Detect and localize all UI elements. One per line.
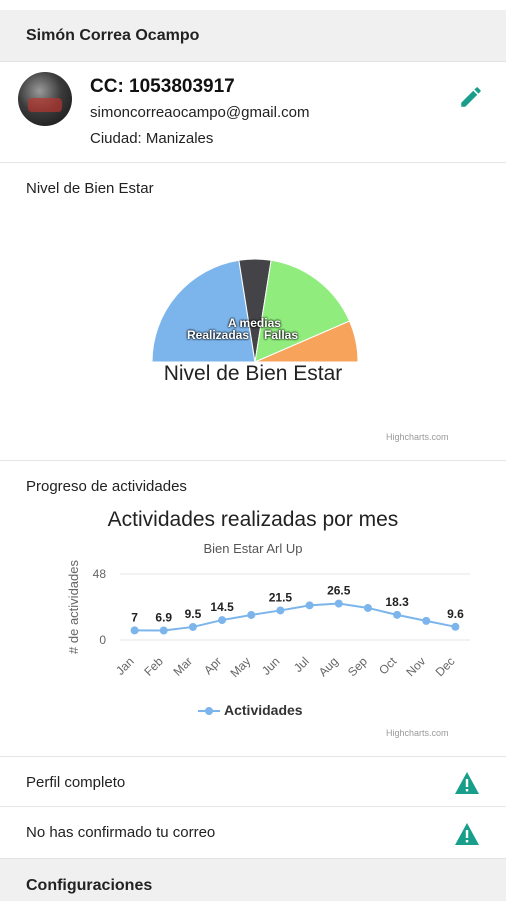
settings-title: Configuraciones <box>26 877 153 894</box>
y-axis-label: # de actividades <box>66 560 81 654</box>
x-tick-label: Sep <box>345 654 370 679</box>
activities-line-chart: 0 48 # de actividades Jan Feb Mar Apr May Jun Jul… <box>66 560 470 680</box>
data-point[interactable] <box>218 616 227 625</box>
x-tick-label: Jun <box>259 654 283 678</box>
warning-icon[interactable] <box>454 771 480 795</box>
data-point[interactable] <box>159 626 168 635</box>
settings-header[interactable]: Configuraciones <box>0 858 506 901</box>
data-point[interactable] <box>305 601 314 610</box>
divider <box>0 460 506 461</box>
line-chart-title: Actividades realizadas por mes <box>107 508 399 531</box>
series-line <box>134 602 456 632</box>
data-point[interactable] <box>247 610 256 619</box>
data-point[interactable] <box>130 626 139 635</box>
data-label: 9.5 <box>185 607 202 621</box>
data-point[interactable] <box>363 603 372 612</box>
warning-icon[interactable] <box>454 822 480 846</box>
pencil-icon <box>461 87 481 107</box>
gauge-label-realizadas: Realizadas <box>187 328 250 342</box>
x-tick-label: Dec <box>433 654 458 679</box>
progress-card-title: Progreso de actividades <box>26 478 187 495</box>
legend-label: Actividades <box>224 702 303 718</box>
data-point[interactable] <box>334 599 343 608</box>
profile-cc: CC: 1053803917 <box>90 76 235 97</box>
gauge-chart-title: Nivel de Bien Estar <box>163 362 343 385</box>
x-tick-label: Feb <box>141 654 166 679</box>
profile-city: Ciudad: Manizales <box>90 130 214 147</box>
legend-marker <box>198 707 220 715</box>
email-unconfirmed-label: No has confirmado tu correo <box>26 824 216 841</box>
gauge-slice-0[interactable] <box>151 259 256 363</box>
avatar <box>18 72 72 126</box>
data-point[interactable] <box>393 610 402 619</box>
data-point[interactable] <box>422 616 431 625</box>
data-label: 26.5 <box>327 584 351 598</box>
divider <box>0 756 506 757</box>
divider <box>0 806 506 807</box>
x-tick-label: Jan <box>113 654 137 678</box>
gauge-label-fallas: Fallas <box>264 328 299 342</box>
divider <box>0 162 506 163</box>
gauge-slice-2[interactable] <box>254 259 351 363</box>
data-label: 9.6 <box>447 607 464 621</box>
y-tick-label: 48 <box>93 567 107 581</box>
data-point[interactable] <box>188 622 197 631</box>
wellbeing-gauge-chart <box>151 258 359 363</box>
wellbeing-card-title: Nivel de Bien Estar <box>26 180 154 197</box>
data-point[interactable] <box>451 622 460 631</box>
x-tick-label: Apr <box>201 654 224 677</box>
x-tick-label: Aug <box>316 654 341 679</box>
profile-complete-label: Perfil completo <box>26 774 126 791</box>
profile-email: simoncorreaocampo@gmail.com <box>90 104 310 121</box>
highcharts-credit[interactable]: Highcharts.com <box>386 432 449 442</box>
data-label: 7 <box>131 610 138 624</box>
x-tick-label: Nov <box>403 654 428 679</box>
data-label: 21.5 <box>269 590 293 604</box>
edit-profile-button[interactable] <box>458 84 484 110</box>
x-tick-label: May <box>227 654 253 680</box>
profile-name: Simón Correa Ocampo <box>26 27 200 44</box>
data-label: 18.3 <box>385 595 409 609</box>
data-point[interactable] <box>276 606 285 615</box>
data-label: 14.5 <box>210 600 234 614</box>
data-label: 6.9 <box>155 611 172 625</box>
gauge-label-a-medias: A medias <box>228 316 281 330</box>
gauge-slice-3[interactable] <box>254 320 359 363</box>
x-tick-label: Jul <box>291 654 312 675</box>
x-tick-label: Oct <box>376 654 400 678</box>
line-chart-subtitle: Bien Estar Arl Up <box>203 541 303 556</box>
highcharts-credit[interactable]: Highcharts.com <box>386 728 449 738</box>
x-tick-label: Mar <box>171 654 196 679</box>
y-tick-label: 0 <box>99 633 106 647</box>
profile-header: Simón Correa Ocampo <box>0 10 506 62</box>
